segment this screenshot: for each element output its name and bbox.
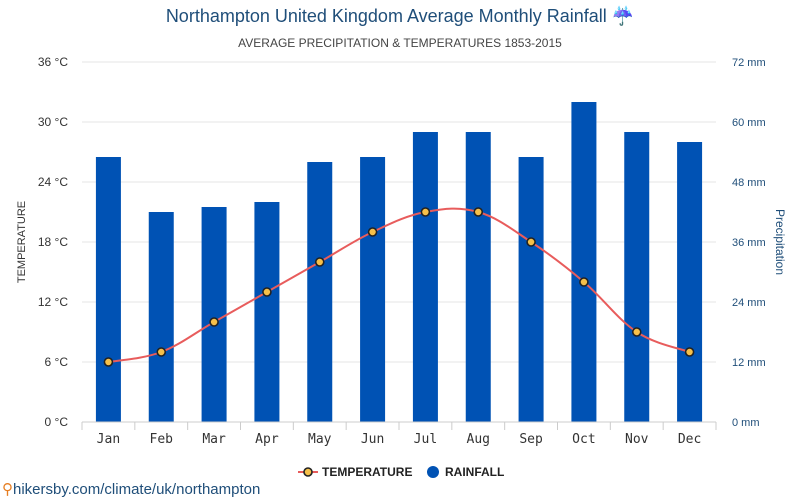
x-tick-label: Jun <box>361 432 384 447</box>
x-tick-label: Jan <box>97 432 120 447</box>
right-tick-label: 0 mm <box>732 417 760 429</box>
rainfall-bar-mar <box>201 207 227 422</box>
temperature-point-jul <box>420 207 431 217</box>
temperature-point-apr <box>262 287 272 297</box>
temperature-point-sep <box>526 237 536 247</box>
location-pin-icon: ⚲ <box>2 481 13 498</box>
x-tick-label: Sep <box>519 432 543 447</box>
site-credit[interactable]: ⚲hikersby.com/climate/uk/northampton <box>2 480 260 498</box>
x-tick-label: Mar <box>202 432 226 447</box>
rainfall-bar-dec <box>677 142 703 422</box>
temperature-point-may <box>314 257 325 267</box>
chart-title: Northampton United Kingdom Average Month… <box>0 6 800 27</box>
legend-temperature-marker <box>303 467 313 477</box>
rainfall-bar-sep <box>518 157 544 422</box>
temperature-point-jun <box>367 227 378 237</box>
temperature-point-jan <box>103 357 114 367</box>
legend-rainfall-label: RAINFALL <box>445 465 504 479</box>
rainfall-bar-oct <box>571 102 597 422</box>
left-tick-label: 0 °C <box>45 415 69 429</box>
temperature-point-mar <box>209 317 219 327</box>
x-tick-label: Dec <box>678 432 701 447</box>
right-tick-label: 60 mm <box>732 117 766 129</box>
right-tick-label: 36 mm <box>732 237 766 249</box>
chart-title-text: Northampton United Kingdom Average Month… <box>165 6 607 26</box>
x-tick-label: Oct <box>572 432 595 447</box>
temperature-line <box>108 207 690 363</box>
temperature-point-oct <box>579 277 589 287</box>
rainfall-bar-apr <box>254 202 280 422</box>
right-tick-label: 12 mm <box>732 357 766 369</box>
right-tick-label: 72 mm <box>732 57 766 69</box>
left-tick-label: 30 °C <box>38 115 68 129</box>
x-tick-label: Nov <box>625 432 649 447</box>
temperature-point-feb <box>156 347 167 357</box>
temperature-point-aug <box>473 207 484 217</box>
legend-rainfall-marker <box>427 466 439 478</box>
rainfall-bar-jun <box>360 157 386 422</box>
temperature-point-nov <box>631 327 642 337</box>
x-tick-label: Apr <box>255 432 279 447</box>
temperature-point-dec <box>684 347 695 357</box>
x-tick-label: Jul <box>414 432 437 447</box>
chart-subtitle: AVERAGE PRECIPITATION & TEMPERATURES 185… <box>238 36 562 50</box>
rainfall-bar-jan <box>95 157 121 422</box>
right-tick-label: 48 mm <box>732 177 766 189</box>
rainfall-bar-nov <box>624 132 650 422</box>
x-tick-label: Aug <box>467 432 490 447</box>
site-credit-link[interactable]: hikersby.com/climate/uk/northampton <box>13 481 261 498</box>
left-tick-label: 6 °C <box>45 355 69 369</box>
rainfall-bar-may <box>307 162 333 422</box>
left-tick-label: 18 °C <box>38 235 68 249</box>
left-tick-label: 36 °C <box>38 55 68 69</box>
left-tick-label: 12 °C <box>38 295 68 309</box>
right-tick-label: 24 mm <box>732 297 766 309</box>
left-axis-title: TEMPERATURE <box>16 201 28 283</box>
rainfall-bar-aug <box>465 132 491 422</box>
x-tick-label: Feb <box>150 432 174 447</box>
right-axis-title: Precipitation <box>773 209 787 275</box>
rainfall-bar-jul <box>412 132 438 422</box>
legend-temperature-label: TEMPERATURE <box>322 465 412 479</box>
rainfall-bar-feb <box>148 212 174 422</box>
left-tick-label: 24 °C <box>38 175 68 189</box>
umbrella-rain-icon: ☔ <box>611 6 635 26</box>
x-tick-label: May <box>308 432 332 447</box>
